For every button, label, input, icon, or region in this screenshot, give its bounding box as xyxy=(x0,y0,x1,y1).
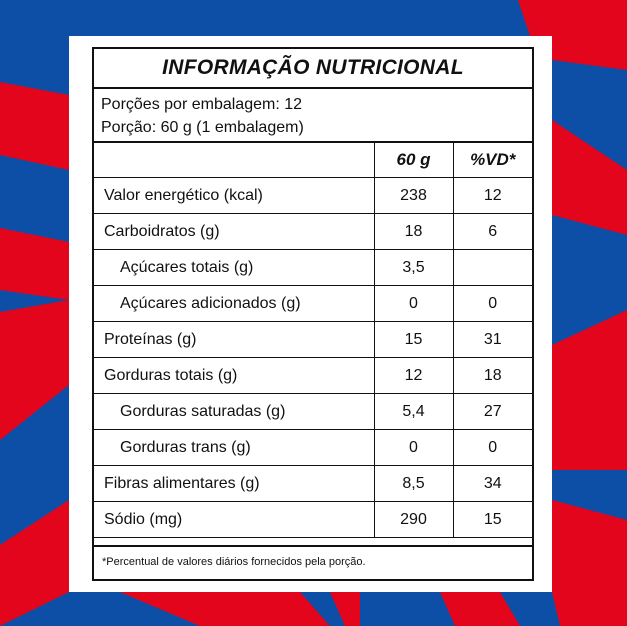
nutrient-name: Fibras alimentares (g) xyxy=(94,465,375,502)
nutrient-amount: 0 xyxy=(373,285,454,322)
nutrition-label: INFORMAÇÃO NUTRICIONAL Porções por embal… xyxy=(92,47,534,581)
label-title: INFORMAÇÃO NUTRICIONAL xyxy=(94,49,532,89)
servings-per-package: Porções por embalagem: 12 xyxy=(101,96,302,113)
nutrient-amount: 18 xyxy=(373,213,454,250)
nutrient-name: Gorduras saturadas (g) xyxy=(94,393,375,430)
nutrient-daily-value: 18 xyxy=(452,357,532,394)
nutrient-name: Açúcares adicionados (g) xyxy=(94,285,375,322)
column-header-amount: 60 g xyxy=(373,143,454,178)
column-header-daily-value: %VD* xyxy=(452,143,532,178)
nutrient-daily-value xyxy=(452,249,532,286)
table-row: Carboidratos (g) 18 6 xyxy=(94,213,532,250)
serving-info: Porções por embalagem: 12 Porção: 60 g (… xyxy=(94,89,532,143)
nutrient-daily-value: 31 xyxy=(452,321,532,358)
nutrient-daily-value: 12 xyxy=(452,177,532,214)
nutrient-daily-value: 6 xyxy=(452,213,532,250)
nutrient-name: Sódio (mg) xyxy=(94,501,375,538)
table-row: Proteínas (g) 15 31 xyxy=(94,321,532,358)
nutrient-amount: 3,5 xyxy=(373,249,454,286)
table-row: Sódio (mg) 290 15 xyxy=(94,501,532,538)
table-row: Açúcares adicionados (g) 0 0 xyxy=(94,285,532,322)
table-header-row: 60 g %VD* xyxy=(94,143,532,178)
nutrient-name: Gorduras trans (g) xyxy=(94,429,375,466)
nutrient-amount: 238 xyxy=(373,177,454,214)
nutrient-name: Açúcares totais (g) xyxy=(94,249,375,286)
nutrient-amount: 290 xyxy=(373,501,454,538)
footnote: *Percentual de valores diários fornecido… xyxy=(94,545,532,579)
table-row: Fibras alimentares (g) 8,5 34 xyxy=(94,465,532,502)
nutrition-table: 60 g %VD* Valor energético (kcal) 238 12 Ca… xyxy=(94,143,532,538)
table-row: Gorduras totais (g) 12 18 xyxy=(94,357,532,394)
nutrient-name: Carboidratos (g) xyxy=(94,213,375,250)
nutrient-daily-value: 34 xyxy=(452,465,532,502)
nutrient-name: Valor energético (kcal) xyxy=(94,177,375,214)
nutrient-name: Proteínas (g) xyxy=(94,321,375,358)
nutrient-amount: 8,5 xyxy=(373,465,454,502)
nutrient-amount: 5,4 xyxy=(373,393,454,430)
nutrient-daily-value: 15 xyxy=(452,501,532,538)
nutrient-name: Gorduras totais (g) xyxy=(94,357,375,394)
table-row: Gorduras trans (g) 0 0 xyxy=(94,429,532,466)
nutrient-daily-value: 0 xyxy=(452,285,532,322)
table-row: Gorduras saturadas (g) 5,4 27 xyxy=(94,393,532,430)
nutrient-amount: 15 xyxy=(373,321,454,358)
table-row: Valor energético (kcal) 238 12 xyxy=(94,177,532,214)
table-row: Açúcares totais (g) 3,5 xyxy=(94,249,532,286)
nutrient-amount: 0 xyxy=(373,429,454,466)
nutrient-daily-value: 0 xyxy=(452,429,532,466)
nutrient-amount: 12 xyxy=(373,357,454,394)
nutrient-daily-value: 27 xyxy=(452,393,532,430)
column-header-nutrient xyxy=(94,143,375,178)
serving-size: Porção: 60 g (1 embalagem) xyxy=(101,119,304,136)
